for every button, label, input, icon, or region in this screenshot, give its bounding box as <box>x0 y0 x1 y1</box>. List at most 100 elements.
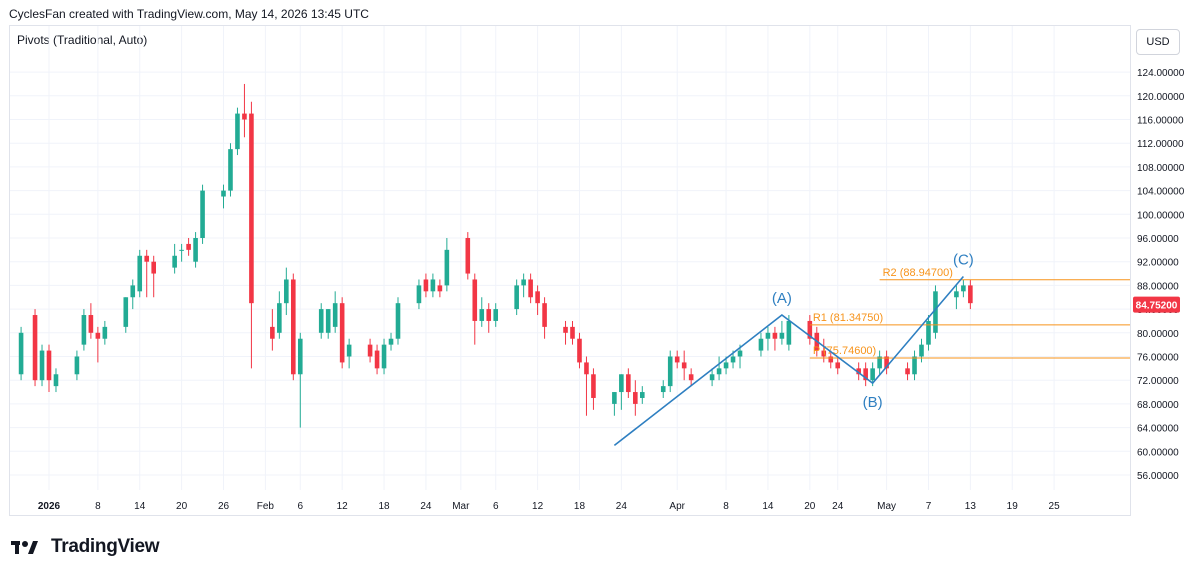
candle-body <box>723 362 729 369</box>
x-tick-label: 25 <box>1049 501 1061 512</box>
candle <box>688 368 694 387</box>
y-tick-label: 116.00000 <box>1137 116 1184 127</box>
x-tick-label: 18 <box>574 501 586 512</box>
candle <box>877 350 882 375</box>
candle <box>528 273 533 304</box>
candle-body <box>626 374 631 393</box>
candle <box>926 315 931 351</box>
candle <box>388 332 394 351</box>
y-tick-label: 88.00000 <box>1137 281 1179 292</box>
candle <box>863 362 868 387</box>
candle <box>619 374 624 410</box>
candle-body <box>95 332 101 339</box>
candle <box>32 309 38 387</box>
candle-body <box>332 303 338 327</box>
candle-body <box>123 297 129 327</box>
candle-body <box>905 368 910 375</box>
candle <box>954 285 959 310</box>
candle <box>18 326 24 381</box>
pivot-label-r2: R2 (88.94700) <box>883 267 953 279</box>
y-tick-label: 92.00000 <box>1137 258 1179 269</box>
x-tick-label: 7 <box>926 501 932 512</box>
candle-body <box>32 315 38 381</box>
candle <box>235 107 240 156</box>
candle <box>884 350 889 375</box>
x-tick-label: 24 <box>616 501 628 512</box>
indicator-label[interactable]: Pivots (Traditional, Auto) <box>17 33 148 47</box>
candle <box>74 350 80 381</box>
wave-label-c: (C) <box>953 252 974 269</box>
pivot-label-r1: R1 (81.34750) <box>813 312 883 324</box>
y-tick-label: 56.00000 <box>1137 471 1179 482</box>
candle-body <box>681 362 687 369</box>
y-tick-label: 60.00000 <box>1137 447 1179 458</box>
plot-area: R2 (88.94700) R1 (81.34750) P (75.74600) (A… <box>18 83 1130 447</box>
candle-body <box>186 243 191 250</box>
candle-body <box>912 356 917 375</box>
candle-body <box>730 356 736 363</box>
candle <box>102 320 108 345</box>
candle-body <box>318 309 324 333</box>
candle <box>81 309 87 351</box>
candle-body <box>297 338 303 375</box>
x-tick-label: 26 <box>218 501 230 512</box>
candle <box>905 362 910 381</box>
candle <box>423 273 429 298</box>
candle <box>709 368 715 387</box>
candle-body <box>325 309 331 333</box>
candle-body <box>584 362 589 375</box>
candle-body <box>137 255 143 292</box>
candle-body <box>88 315 94 333</box>
candle <box>318 303 324 339</box>
candle <box>395 297 401 345</box>
candle <box>172 243 177 274</box>
tradingview-footer[interactable]: TradingView <box>11 536 160 558</box>
candle-body <box>430 279 436 292</box>
candle <box>479 297 485 327</box>
last-price-label: 84.75200 <box>1136 301 1178 312</box>
chart-plot-frame <box>9 25 1131 516</box>
candle <box>339 297 345 369</box>
candle <box>486 303 492 333</box>
candle <box>716 356 722 381</box>
candle-body <box>74 356 80 375</box>
candle <box>612 392 617 416</box>
candle-body <box>577 338 582 363</box>
x-tick-label: May <box>877 501 896 512</box>
x-tick-label: Mar <box>452 501 470 512</box>
candle <box>95 326 101 363</box>
candle-body <box>535 291 540 304</box>
x-tick-label: 6 <box>493 501 499 512</box>
candle-body <box>179 249 184 251</box>
candle <box>465 232 471 280</box>
candle <box>123 297 129 333</box>
y-tick-label: 96.00000 <box>1137 234 1179 245</box>
candle <box>472 273 478 345</box>
candle <box>284 267 289 316</box>
candle-body <box>688 374 694 381</box>
candle <box>130 279 136 310</box>
wave-line <box>613 275 964 447</box>
candle-body <box>542 303 547 327</box>
candle <box>828 350 834 369</box>
candle-body <box>835 362 841 369</box>
candle-body <box>563 326 568 333</box>
candle-body <box>828 356 834 363</box>
candle-body <box>53 374 59 387</box>
candle <box>807 315 813 345</box>
candle-body <box>961 285 966 292</box>
currency-button[interactable]: USD <box>1136 29 1180 55</box>
candle <box>186 238 191 256</box>
candle <box>297 332 303 428</box>
candle <box>961 279 966 298</box>
candle-body <box>612 392 617 404</box>
y-tick-label: 72.00000 <box>1137 376 1179 387</box>
y-tick-label: 120.00000 <box>1137 92 1185 103</box>
wave-label-b: (B) <box>863 394 883 411</box>
candle <box>493 303 499 327</box>
candle <box>772 326 778 351</box>
candle <box>577 332 582 369</box>
y-tick-label: 80.00000 <box>1137 329 1179 340</box>
last-price-badge <box>1133 296 1180 313</box>
